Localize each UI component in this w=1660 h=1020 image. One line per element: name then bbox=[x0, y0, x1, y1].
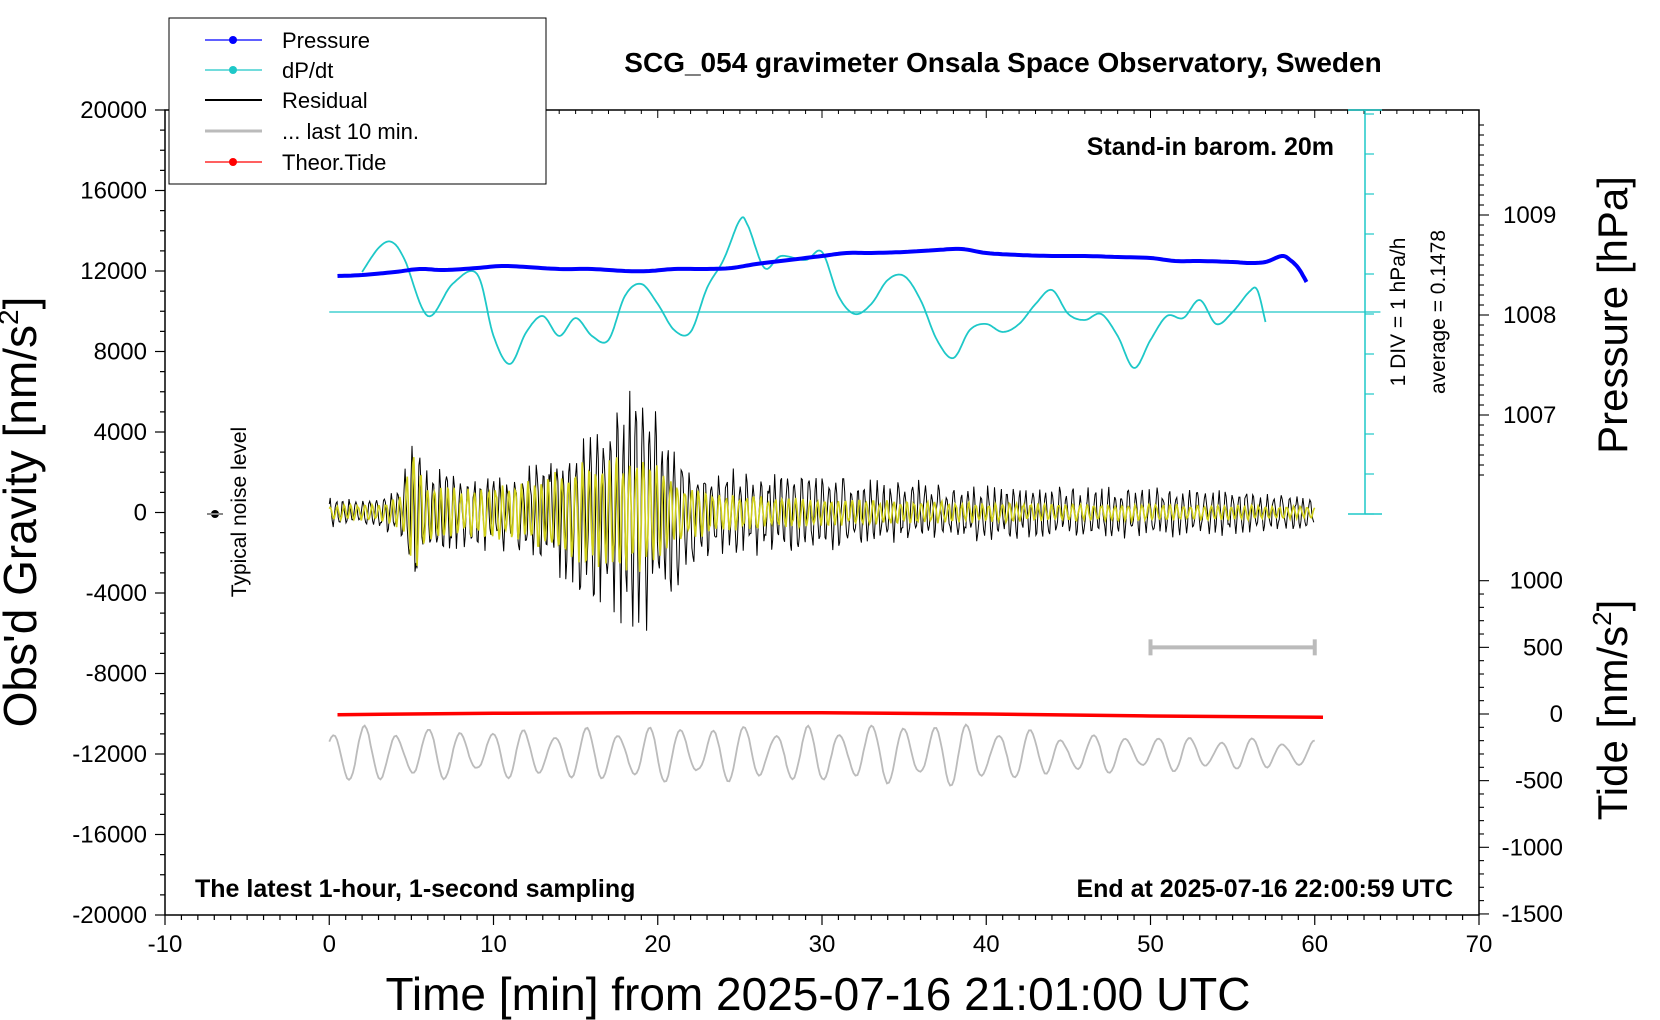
x-tick-label: 10 bbox=[480, 931, 507, 958]
y-axis-pressure: 1009 1008 1007 bbox=[1479, 124, 1556, 476]
legend-label-pressure: Pressure bbox=[282, 28, 370, 53]
stand-in-label: Stand-in barom. 20m bbox=[1087, 133, 1334, 161]
series-residual-filtered bbox=[328, 457, 1316, 572]
x-axis-title: Time [min] from 2025-07-16 21:01:00 UTC bbox=[386, 968, 1251, 1020]
tide-tick-label: -1500 bbox=[1502, 901, 1563, 928]
x-tick-label: 70 bbox=[1466, 931, 1493, 958]
average-label: average = 0.1478 bbox=[1427, 230, 1450, 394]
legend-label-residual: Residual bbox=[282, 88, 368, 113]
legend-label-dpdt: dP/dt bbox=[282, 58, 333, 83]
tide-tick-label: -500 bbox=[1515, 768, 1563, 795]
x-tick-label: -10 bbox=[148, 931, 183, 958]
y-axis-tide-title: Tide [nm/s2] bbox=[1587, 600, 1636, 821]
series-layer bbox=[328, 216, 1381, 787]
y-tick-label: -12000 bbox=[72, 741, 147, 768]
y-axis-left-title: Obs'd Gravity [nm/s2] bbox=[0, 297, 46, 728]
tide-tick-label: 500 bbox=[1523, 634, 1563, 661]
x-tick-label: 50 bbox=[1137, 931, 1164, 958]
chart-title: SCG_054 gravimeter Onsala Space Observat… bbox=[624, 47, 1381, 78]
x-tick-label: 40 bbox=[973, 931, 1000, 958]
y-axis-tide-title-sup: 2 bbox=[1587, 611, 1617, 625]
y-axis-left: 20000 16000 12000 8000 4000 0 -4000 -8000 -12000… bbox=[72, 97, 165, 929]
x-tick-label: 20 bbox=[644, 931, 671, 958]
x-tick-label: 60 bbox=[1301, 931, 1328, 958]
legend-label-tide: Theor.Tide bbox=[282, 150, 386, 175]
series-last10 bbox=[328, 723, 1316, 787]
pressure-tick-label: 1009 bbox=[1503, 202, 1556, 229]
series-dpdt bbox=[361, 216, 1267, 369]
legend-marker-tide bbox=[229, 158, 237, 166]
div-label: 1 DIV = 1 hPa/h bbox=[1387, 238, 1410, 387]
y-tick-label: 12000 bbox=[80, 258, 147, 285]
series-pressure bbox=[337, 246, 1309, 283]
pressure-tick-label: 1007 bbox=[1503, 402, 1556, 429]
y-axis-left-title-sup: 2 bbox=[0, 309, 24, 325]
tide-tick-label: 1000 bbox=[1510, 568, 1563, 595]
tide-tick-label: 0 bbox=[1550, 701, 1563, 728]
legend-item-tide: Theor.Tide bbox=[205, 150, 386, 175]
x-axis: -10 0 10 20 30 40 50 60 70 bbox=[148, 110, 1493, 958]
y-tick-label: 8000 bbox=[94, 339, 147, 366]
y-tick-label: -4000 bbox=[86, 580, 147, 607]
legend-marker-dpdt bbox=[229, 66, 237, 74]
legend-item-pressure: Pressure bbox=[205, 28, 370, 53]
y-tick-label: -20000 bbox=[72, 902, 147, 929]
y-tick-label: 4000 bbox=[94, 419, 147, 446]
x-tick-label: 0 bbox=[323, 931, 336, 958]
legend: Pressure dP/dt Residual ... last 10 min.… bbox=[168, 17, 547, 185]
y-tick-label: 0 bbox=[134, 500, 147, 527]
legend-label-last10: ... last 10 min. bbox=[282, 119, 419, 144]
y-tick-label: 20000 bbox=[80, 97, 147, 124]
series-theor-tide bbox=[337, 710, 1324, 720]
tide-tick-label: -1000 bbox=[1502, 834, 1563, 861]
bottom-right-note: End at 2025-07-16 22:00:59 UTC bbox=[1076, 875, 1453, 903]
y-axis-left-title-base: Obs'd Gravity [nm/s bbox=[0, 325, 46, 727]
y-tick-label: 16000 bbox=[80, 178, 147, 205]
legend-item-dpdt: dP/dt bbox=[205, 58, 333, 83]
y-tick-label: -16000 bbox=[72, 822, 147, 849]
noise-label: Typical noise level bbox=[228, 427, 251, 597]
y-axis-tide: 1000 500 0 -500 -1000 -1500 bbox=[1479, 568, 1563, 928]
y-axis-tide-title-close: ] bbox=[1589, 600, 1636, 612]
legend-marker-pressure bbox=[229, 36, 237, 44]
y-tick-label: -8000 bbox=[86, 661, 147, 688]
series-residual bbox=[328, 390, 1315, 631]
bottom-left-note: The latest 1-hour, 1-second sampling bbox=[195, 875, 635, 903]
x-tick-label: 30 bbox=[809, 931, 836, 958]
legend-item-last10: ... last 10 min. bbox=[205, 119, 419, 144]
legend-item-residual: Residual bbox=[205, 88, 368, 113]
pressure-tick-label: 1008 bbox=[1503, 302, 1556, 329]
y-axis-left-title-close: ] bbox=[0, 297, 46, 310]
y-axis-pressure-title: Pressure [hPa] bbox=[1589, 176, 1636, 454]
y-axis-tide-title-base: Tide [nm/s bbox=[1589, 626, 1636, 821]
